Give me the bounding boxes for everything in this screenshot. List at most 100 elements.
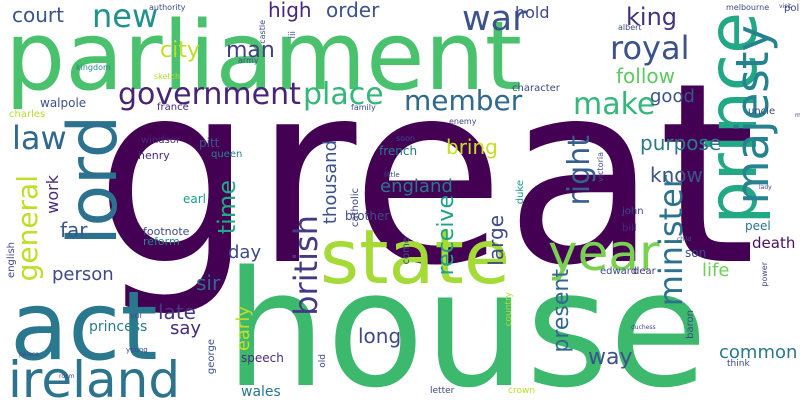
word-late: late [158, 300, 196, 324]
word-large: large [484, 215, 508, 266]
word-know: know [650, 163, 703, 187]
word-royal: royal [610, 29, 690, 67]
word-baron: baron [685, 310, 696, 339]
word-albert: albert [618, 23, 642, 32]
word-reform: reform [143, 235, 180, 248]
word-sketch: sketch [154, 72, 181, 81]
word-authority: authority [149, 3, 186, 12]
word-right: right [562, 135, 597, 206]
word-good: good [650, 86, 695, 107]
word-dear: dear [633, 266, 656, 277]
word-wales: wales [241, 384, 281, 400]
word-way: way [588, 345, 633, 370]
word-great: great [95, 29, 757, 320]
word-order: order [326, 0, 380, 22]
word-pitt: pitt [199, 136, 220, 150]
word-melbourne: melbourne [726, 3, 770, 12]
word-character: character [512, 83, 560, 94]
word-family: family [351, 103, 376, 112]
word-death: death [752, 234, 796, 252]
word-war: war [462, 0, 527, 39]
word-iii: iii [288, 31, 298, 39]
word-edward: edward [600, 266, 638, 277]
word-mother: mother [795, 112, 800, 119]
word-old: old [318, 354, 328, 368]
word-windsor: windsor [141, 135, 181, 146]
word-palace: palace [19, 351, 39, 358]
word-uncle: uncle [748, 106, 776, 117]
word-city: city [160, 38, 200, 63]
word-army: army [238, 56, 259, 65]
word-footnote: footnote [143, 225, 190, 238]
word-crown: crown [508, 386, 536, 396]
word-george: george [206, 339, 217, 375]
word-visit: visit [779, 3, 792, 10]
word-state: state [320, 213, 510, 301]
word-british: british [287, 215, 325, 316]
word-french: french [379, 144, 418, 158]
word-bring: bring [446, 135, 498, 159]
word-kingdom: kingdom [76, 63, 111, 72]
word-princess: princess [89, 319, 148, 335]
word-day: day [228, 242, 262, 263]
word-son: son [685, 246, 707, 260]
word-john: john [622, 206, 644, 217]
word-far: far [60, 218, 88, 242]
word-law: law [12, 119, 67, 157]
word-present: present [549, 269, 574, 353]
word-duke: duke [515, 180, 526, 205]
word-life: life [702, 260, 730, 281]
word-brother: brother [345, 209, 390, 223]
word-enemy: enemy [449, 117, 477, 126]
word-room: room [59, 373, 75, 380]
word-earl: earl [183, 192, 207, 206]
word-say: say [170, 318, 202, 339]
word-new: new [92, 0, 159, 35]
word-long: long [358, 324, 402, 348]
word-court: court [12, 3, 64, 27]
word-thousand: thousand [320, 140, 341, 225]
word-soon: soon [396, 134, 416, 143]
word-little: little [384, 171, 400, 179]
word-sir: sir [196, 271, 221, 295]
word-england: england [380, 176, 453, 197]
word-henry: henry [138, 149, 170, 162]
word-parliament: parliament [5, 2, 523, 112]
word-policy: policy [784, 3, 800, 14]
word-victoria: victoria [596, 152, 605, 182]
word-come: come [401, 237, 412, 265]
word-king: king [626, 3, 678, 31]
word-young: young [126, 346, 148, 354]
word-man: man [226, 38, 275, 63]
word-vol: vol [130, 311, 142, 320]
word-purpose: purpose [640, 131, 722, 155]
word-common: common [719, 342, 798, 363]
word-follow: follow [616, 64, 675, 88]
word-peel: peel [745, 219, 771, 233]
word-government: government [118, 77, 301, 112]
word-make: make [573, 87, 656, 122]
word-think: think [727, 359, 750, 369]
word-place: place [303, 77, 384, 112]
word-early: early [233, 306, 254, 352]
word-power: power [760, 262, 769, 287]
word-general: general [11, 175, 44, 282]
word-charles: charles [9, 109, 46, 120]
word-child: child [677, 236, 692, 243]
word-france: france [157, 102, 189, 113]
word-year: year [548, 224, 660, 282]
word-duchess: duchess [631, 324, 656, 331]
word-time: time [213, 180, 241, 235]
word-person: person [52, 264, 114, 285]
word-speech: speech [241, 351, 284, 365]
word-bill: bill [622, 223, 637, 234]
word-ireland: ireland [8, 351, 181, 400]
word-member: member [404, 84, 523, 117]
word-lady: lady [759, 184, 772, 191]
word-house: house [225, 236, 708, 400]
word-letter: letter [430, 386, 455, 396]
word-work: work [43, 175, 62, 214]
word-act: act [10, 272, 158, 382]
word-queen: queen [211, 149, 243, 160]
